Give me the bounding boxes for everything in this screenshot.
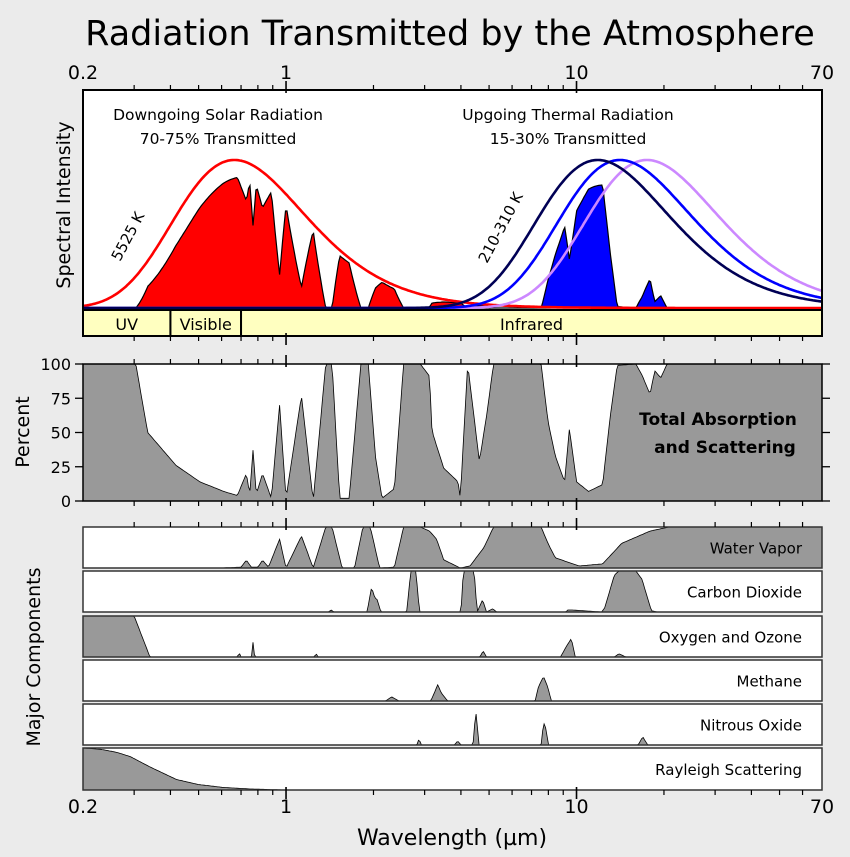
component-label: Methane (737, 673, 803, 691)
x-tick-label-top: 70 (810, 62, 834, 84)
component-frame (82, 570, 823, 613)
component-panel-nitrous-oxide: Nitrous Oxide (82, 703, 823, 746)
spectral-panel-frame (82, 89, 823, 337)
x-tick-label-top: 10 (564, 62, 588, 84)
component-label: Carbon Dioxide (687, 584, 802, 602)
band-label: UV (115, 315, 138, 334)
band-label: Infrared (500, 315, 563, 334)
spectral-marks (82, 158, 823, 310)
spectral-intensity-panel: Downgoing Solar Radiation 70-75% Transmi… (53, 89, 823, 337)
y-tick-label: 100 (40, 355, 71, 374)
x-axis-label: Wavelength (µm) (357, 826, 547, 851)
spectral-bands: UV Visible Infrared (82, 309, 823, 337)
component-bg (83, 704, 822, 745)
solar-title: Downgoing Solar Radiation (113, 106, 323, 124)
component-panel-carbon-dioxide: Carbon Dioxide (82, 570, 823, 613)
component-bg (83, 748, 822, 790)
solar-subtitle: 70-75% Transmitted (140, 130, 297, 148)
x-tick-label-top: 1 (280, 62, 292, 84)
x-tick-label-top: 0.2 (68, 62, 98, 84)
components-ylabel: Major Components (23, 568, 45, 747)
major-components-panels: Water Vapor Carbon Dioxide Oxygen and Ozon… (82, 526, 823, 791)
component-panel-rayleigh-scattering: Rayleigh Scattering (82, 747, 823, 791)
component-panel-methane: Methane (82, 659, 823, 702)
x-tick-label-bottom: 0.2 (68, 796, 98, 818)
y-tick-label: 50 (51, 424, 71, 443)
component-frame (82, 526, 823, 569)
total-label-line-1: Total Absorption (639, 410, 797, 430)
percent-y-ticks: 0 25 50 75 100 (40, 355, 830, 511)
component-bg (83, 660, 822, 701)
component-bg (83, 571, 822, 612)
y-tick-label: 25 (51, 458, 71, 477)
band-label: Visible (180, 315, 232, 334)
component-label: Nitrous Oxide (700, 717, 802, 735)
thermal-subtitle: 15-30% Transmitted (490, 130, 647, 148)
y-tick-label: 0 (61, 492, 71, 511)
component-panel-oxygen-and-ozone: Oxygen and Ozone (82, 615, 823, 658)
y-tick-label: 75 (51, 389, 71, 408)
total-absorption-panel: Total Absorption and Scattering 0 25 50 75 1… (12, 355, 830, 511)
thermal-blackbody-curve-310k (83, 158, 823, 310)
component-bg (83, 616, 822, 657)
component-label: Water Vapor (710, 540, 803, 558)
chart-title: Radiation Transmitted by the Atmosphere (85, 14, 815, 54)
spectral-ylabel: Spectral Intensity (53, 121, 75, 288)
x-axis-ticks (133, 81, 804, 799)
total-label-line-2: and Scattering (654, 438, 796, 458)
x-tick-label-bottom: 10 (564, 796, 588, 818)
thermal-title: Upgoing Thermal Radiation (462, 106, 673, 124)
component-label: Rayleigh Scattering (655, 761, 802, 779)
component-frame (82, 747, 823, 791)
component-frame (82, 703, 823, 746)
percent-ylabel: Percent (12, 396, 34, 468)
component-label: Oxygen and Ozone (659, 629, 802, 647)
solar-blackbody-curve (82, 158, 822, 310)
bottom-x-tick-labels: 0.2 1 10 70 (68, 796, 834, 818)
x-tick-label-bottom: 70 (810, 796, 834, 818)
x-tick-label-bottom: 1 (280, 796, 292, 818)
component-frame (82, 615, 823, 658)
top-x-tick-labels: 0.2 1 10 70 (68, 62, 834, 84)
component-frame (82, 659, 823, 702)
component-panel-water-vapor: Water Vapor (82, 526, 823, 569)
